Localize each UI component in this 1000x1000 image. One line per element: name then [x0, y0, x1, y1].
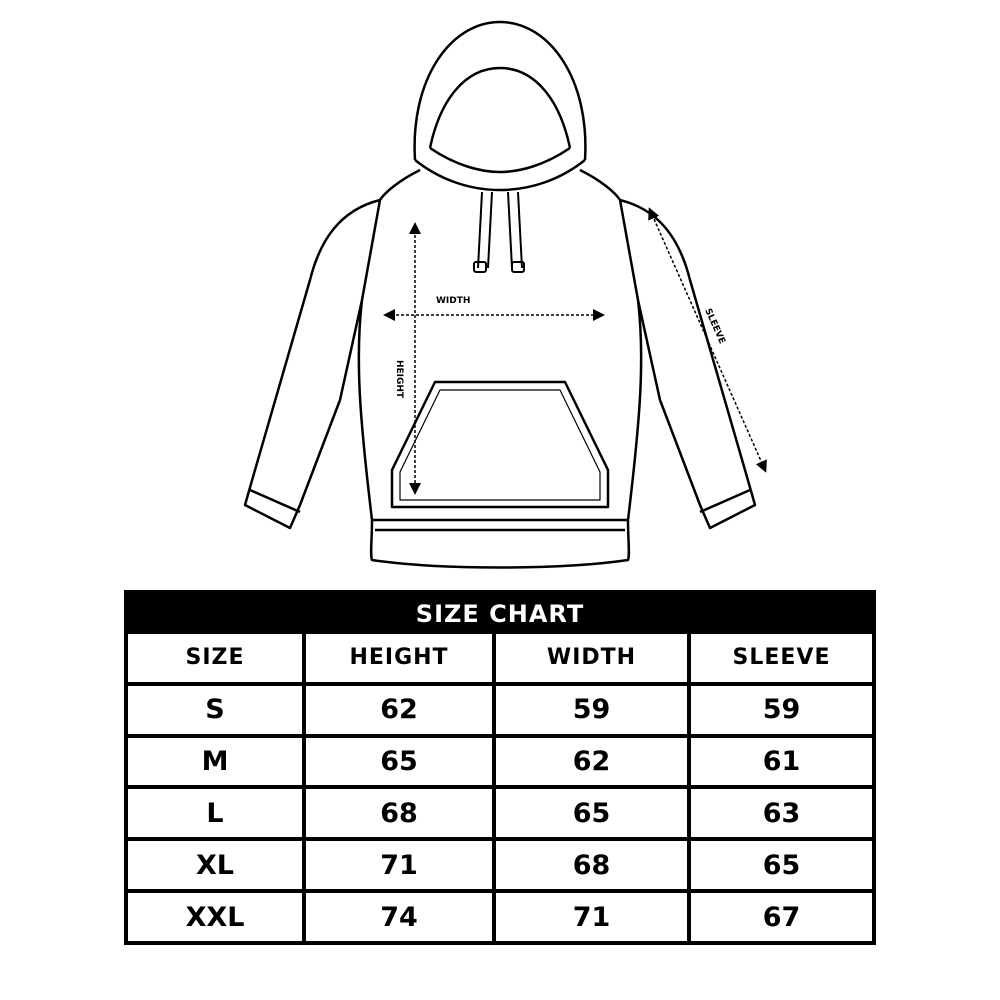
- cell-height: 74: [306, 893, 492, 941]
- size-chart-grid: SIZE HEIGHT WIDTH SLEEVE S 62 59 59 M 65 62 61 L…: [128, 634, 872, 941]
- cell-size: L: [128, 789, 302, 838]
- hood-outline: [413, 20, 587, 161]
- left-sleeve: [243, 198, 381, 530]
- cell-width: 68: [496, 841, 687, 890]
- cell-width: 62: [496, 737, 687, 786]
- cell-width: 71: [496, 893, 687, 941]
- size-chart-table: SIZE CHART SIZE HEIGHT WIDTH SLEEVE S 62 5…: [124, 590, 876, 945]
- header-height: HEIGHT: [306, 634, 492, 682]
- height-label: HEIGHT: [394, 360, 404, 399]
- header-size: SIZE: [128, 634, 302, 682]
- size-chart-title: SIZE CHART: [415, 600, 585, 628]
- header-width: WIDTH: [496, 634, 687, 682]
- hood-opening: [428, 66, 572, 149]
- cell-height: 62: [306, 685, 492, 734]
- cell-size: XL: [128, 841, 302, 890]
- sleeve-label: SLEEVE: [702, 307, 726, 345]
- header-sleeve: SLEEVE: [691, 634, 872, 682]
- cell-width: 65: [496, 789, 687, 838]
- cell-sleeve: 63: [691, 789, 872, 838]
- kangaroo-pocket: [390, 380, 610, 509]
- cell-width: 59: [496, 685, 687, 734]
- width-label: WIDTH: [436, 296, 470, 306]
- cell-height: 71: [306, 841, 492, 890]
- cell-size: S: [128, 685, 302, 734]
- cell-size: M: [128, 737, 302, 786]
- cell-sleeve: 67: [691, 893, 872, 941]
- cell-sleeve: 59: [691, 685, 872, 734]
- cell-height: 65: [306, 737, 492, 786]
- body-outline: [357, 168, 643, 522]
- waistband: [369, 519, 631, 569]
- cell-sleeve: 61: [691, 737, 872, 786]
- cell-height: 68: [306, 789, 492, 838]
- cell-size: XXL: [128, 893, 302, 941]
- sleeve-arrow: [648, 207, 767, 473]
- hoodie-illustration: WIDTH HEIGHT SLEEVE: [243, 20, 767, 569]
- cell-sleeve: 65: [691, 841, 872, 890]
